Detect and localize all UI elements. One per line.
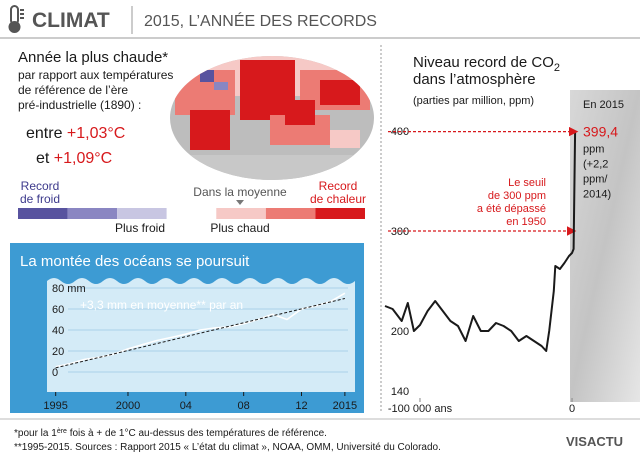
footnote: **1995-2015. Sources : Rapport 2015 « L’…: [14, 442, 441, 453]
legend-swatch: [166, 208, 217, 219]
logo: VISACTU: [566, 434, 623, 449]
data-line: [55, 292, 346, 368]
annotation: +3,3 mm en moyenne** par an: [80, 298, 243, 312]
x-tick-label: 2015: [333, 400, 357, 412]
x-tick-label: 08: [238, 400, 250, 412]
co2-title: dans l’atmosphère: [413, 71, 536, 88]
threshold-label: en 1950: [506, 216, 546, 228]
sea-chart: La montée des océans se poursuit 0 20 40 60 8…: [20, 253, 348, 379]
y-tick-label: 0: [52, 367, 58, 379]
note: En 2015: [583, 99, 624, 111]
header-subtitle: 2015, L’ANNÉE DES RECORDS: [144, 11, 377, 30]
thermometer-icon: [8, 5, 24, 33]
note: 2014): [583, 189, 611, 201]
legend-swatch: [265, 208, 316, 219]
range-value: +1,09°C: [54, 150, 112, 167]
note: ppm/: [583, 174, 608, 186]
co2-title: Niveau record de CO2: [413, 54, 560, 74]
x-tick-label: 0: [569, 403, 575, 415]
x-tick-label: 12: [295, 400, 307, 412]
legend-swatch: [216, 208, 266, 219]
warmest-line: de référence de l’ère: [18, 83, 128, 97]
y-tick-label: 80 mm: [52, 283, 86, 295]
legend-record-cold: Record: [21, 179, 60, 193]
sea-plot-bg: [47, 278, 355, 392]
legend-record-heat: Record: [319, 179, 358, 193]
co2-subtitle: (parties par million, ppm): [413, 95, 534, 107]
x-tick-label: 1995: [43, 400, 67, 412]
legend-bar: [18, 208, 365, 219]
y-tick-label: 300: [391, 226, 409, 238]
warmest-line: pré-industrielle (1890) :: [18, 98, 141, 112]
y-tick-label: 200: [391, 326, 409, 338]
footnote-sup: ère: [57, 428, 67, 435]
co2-title-text: Niveau record de CO: [413, 54, 554, 71]
legend-average: Dans la moyenne: [193, 185, 287, 199]
trend-line: [55, 298, 345, 369]
legend-warmer: Plus chaud: [210, 221, 269, 235]
sea-x-axis: 1995 2000 04 08 12 2015: [43, 392, 357, 412]
warmest-title: Année la plus chaude*: [18, 49, 168, 66]
world-map: [170, 56, 374, 180]
legend-record-heat: de chaleur: [310, 192, 366, 206]
warmest-line: par rapport aux températures: [18, 68, 173, 82]
legend-record-cold: de froid: [20, 192, 60, 206]
y-tick-label: 140: [391, 386, 409, 398]
threshold-label: Le seuil: [508, 177, 546, 189]
footnote-text: *pour la 1: [14, 428, 57, 439]
legend-swatch: [67, 208, 118, 219]
co2-title-sub: 2: [554, 62, 560, 74]
range-value: +1,03°C: [67, 125, 125, 142]
note: (+2,2: [583, 159, 608, 171]
legend-colder: Plus froid: [115, 221, 165, 235]
warmest-range: entre +1,03°C: [26, 125, 125, 142]
note: ppm: [583, 144, 604, 156]
x-tick-label: -100 000 ans: [388, 403, 453, 415]
range-prefix: entre: [26, 125, 63, 142]
threshold-label: a été dépassé: [477, 203, 546, 215]
range-prefix: et: [36, 150, 50, 167]
threshold-label: de 300 ppm: [488, 190, 546, 202]
y-tick-label: 40: [52, 325, 64, 337]
value-label: 399,4: [583, 124, 618, 140]
y-tick-label: 20: [52, 346, 64, 358]
y-tick-label: 60: [52, 304, 64, 316]
footnote: *pour la 1ère fois à + de 1°C au-dessus …: [14, 428, 327, 439]
chart-title: La montée des océans se poursuit: [20, 253, 250, 270]
recent-era-bg: [570, 90, 640, 402]
legend-swatch: [315, 208, 365, 219]
warmest-range: et +1,09°C: [36, 150, 112, 167]
header-title: CLIMAT: [32, 9, 110, 32]
data-line: [384, 131, 577, 352]
x-tick-label: 04: [180, 400, 192, 412]
legend-swatch: [117, 208, 167, 219]
x-tick-label: 2000: [116, 400, 140, 412]
legend-pointer: [236, 200, 244, 205]
footnote-text: fois à + de 1°C au-dessus des températur…: [67, 428, 327, 439]
header-bg: [0, 0, 640, 38]
legend-swatch: [18, 208, 68, 219]
